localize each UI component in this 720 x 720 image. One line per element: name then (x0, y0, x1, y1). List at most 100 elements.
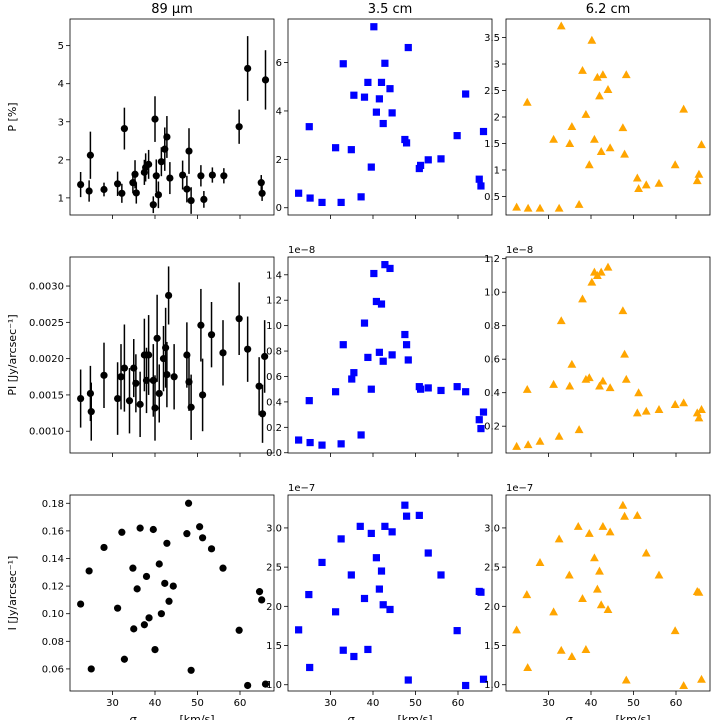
data-point (100, 371, 108, 379)
data-point (255, 382, 263, 390)
data-point (183, 530, 191, 538)
data-point (621, 374, 631, 383)
data-point (100, 543, 108, 552)
data-point (132, 379, 140, 387)
y-tick-label: 0.2 (484, 422, 500, 433)
data-point (77, 180, 85, 189)
data-point (261, 680, 270, 688)
data-point (86, 389, 94, 398)
data-point (462, 90, 470, 98)
data-point (77, 394, 85, 403)
data-point (337, 535, 345, 543)
data-point (523, 663, 533, 671)
data-point (402, 512, 411, 520)
data-point (117, 373, 125, 381)
data-point (694, 413, 704, 422)
data-point (595, 381, 604, 390)
data-point (565, 381, 575, 390)
data-point (152, 172, 160, 180)
axes-frame (69, 256, 275, 454)
data-point (145, 351, 153, 359)
data-point (535, 203, 545, 212)
panel-1-0: 0.0010 0.0015 0.0020 0.0025 0.0030 PI [Jy/arc… (6, 256, 275, 457)
y-tick-label: 2.5 (484, 563, 500, 574)
data-point (114, 180, 122, 188)
data-point (295, 626, 303, 634)
data-point (235, 123, 243, 131)
data-point (479, 675, 488, 683)
data-point (556, 645, 566, 654)
data-point (377, 78, 386, 86)
y-tick-label: 1.0 (266, 321, 282, 332)
data-point (453, 627, 461, 635)
data-point (149, 201, 157, 209)
data-point (367, 529, 375, 538)
data-point (370, 23, 378, 31)
axes-frame (505, 18, 711, 216)
data-point (670, 400, 680, 408)
data-point (155, 389, 163, 398)
data-point (554, 203, 564, 212)
data-point (337, 440, 345, 448)
data-point (453, 383, 461, 391)
data-point (379, 601, 387, 609)
data-point (567, 652, 577, 661)
data-point (357, 431, 365, 439)
data-point (187, 666, 195, 674)
x-tick-label: 60 (234, 698, 247, 709)
y-tick-label: 1.5 (484, 641, 500, 652)
y-tick-label: 2.5 (266, 563, 282, 574)
data-point (549, 134, 558, 143)
data-point (404, 43, 412, 52)
y-tick-label: 3 (58, 117, 64, 128)
data-point (596, 147, 606, 155)
data-point (306, 194, 314, 202)
data-point (86, 151, 94, 159)
data-point (166, 174, 174, 182)
y-tick-label: 1 (58, 193, 64, 204)
data-point (605, 383, 615, 392)
y-tick-label: 0.0010 (29, 427, 64, 438)
data-point (132, 189, 140, 197)
data-point (85, 567, 93, 575)
data-point (381, 59, 389, 67)
y-tick-label: 3.0 (266, 523, 282, 534)
data-point (417, 161, 425, 169)
data-point (350, 652, 358, 661)
data-point (581, 109, 591, 118)
data-point (670, 160, 680, 169)
y-tick-label: 0.0030 (29, 282, 64, 293)
data-point (603, 262, 613, 271)
y-tick-label: 0.08 (42, 637, 64, 648)
data-point (603, 605, 613, 613)
y-axis-label: I [Jy/arcsec⁻¹] (6, 556, 19, 631)
data-point (375, 348, 383, 356)
x-tick-label: 50 (191, 698, 204, 709)
data-point (523, 440, 533, 449)
y-tick-label: 0.6 (266, 372, 282, 383)
data-point (118, 528, 126, 536)
data-point (587, 277, 597, 286)
data-point (305, 123, 313, 131)
y-tick-label: 2.0 (484, 602, 500, 613)
data-point (145, 160, 153, 168)
data-point (634, 184, 643, 193)
panel-2-2: 1.0 1.5 2.0 2.5 3.0 30 40 50 60 1e−7 σ12CO(2−1) [k… (484, 483, 711, 720)
data-point (388, 109, 396, 117)
data-point (621, 70, 631, 79)
y-tick-label: 0.0 (266, 448, 282, 459)
data-point (424, 156, 432, 164)
y-tick-label: 4 (58, 79, 64, 90)
y-tick-label: 5 (58, 41, 64, 52)
data-point (549, 379, 558, 388)
data-point (142, 572, 151, 581)
y-tick-label: 3.5 (484, 33, 500, 44)
panel-0-0: 1 2 3 4 5 89 μm P [%] (6, 2, 275, 219)
data-point (598, 376, 608, 385)
data-point (556, 21, 566, 30)
data-point (556, 316, 566, 325)
data-point (462, 681, 470, 690)
data-point (634, 388, 643, 397)
data-point (381, 522, 389, 530)
